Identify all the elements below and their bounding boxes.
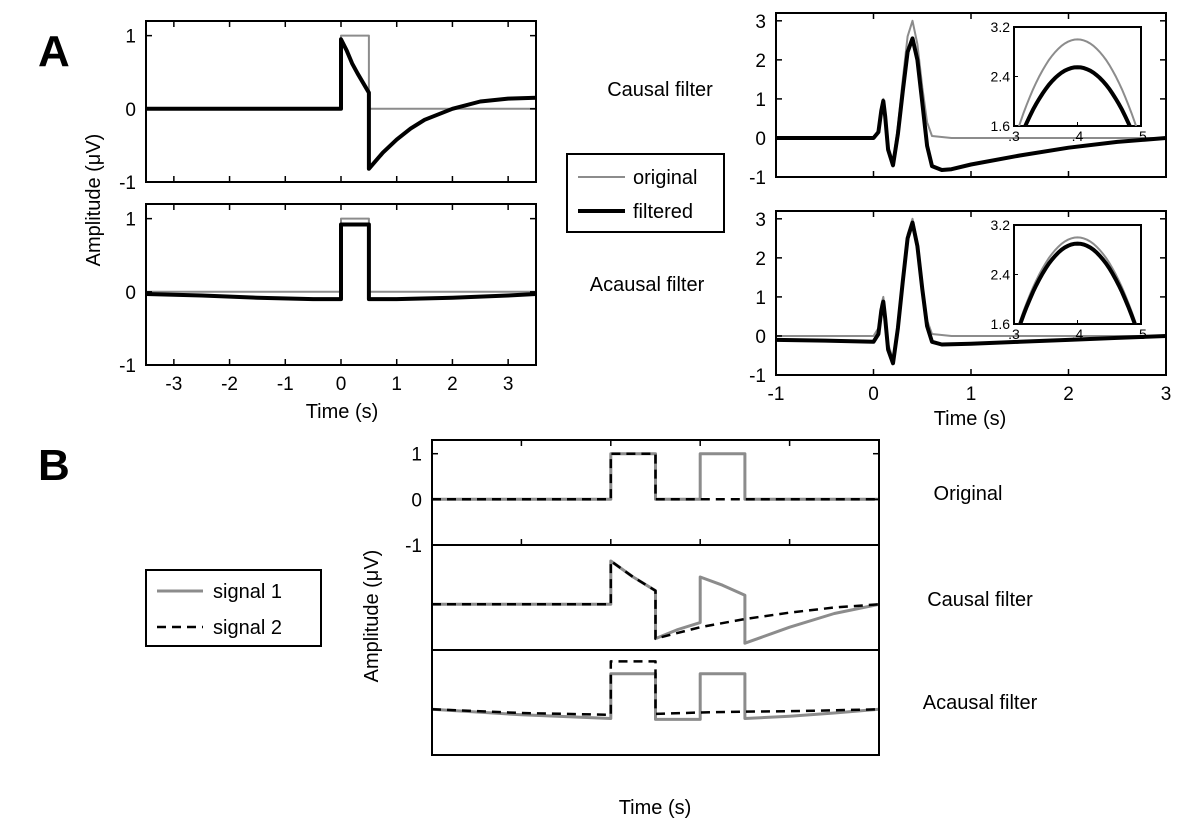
series-group: [776, 19, 1166, 172]
series-group: [776, 217, 1166, 366]
inset-x-tick-label: .3: [1008, 128, 1020, 144]
y-tick-label: 3: [755, 210, 766, 231]
inset-y-tick-label: 3.2: [991, 19, 1011, 35]
series-signal-1-line: [432, 672, 879, 721]
inset-x-tick-label: .4: [1072, 326, 1084, 342]
legend-box: [566, 153, 725, 233]
y-tick-label: -1: [119, 173, 136, 194]
x-tick-label: 3: [1161, 384, 1172, 405]
panel-a-legend: original filtered: [566, 153, 725, 233]
inset-x-tick-label: .5: [1135, 326, 1147, 342]
series-original-line: [146, 217, 536, 293]
y-tick-label: 2: [755, 51, 766, 72]
y-tick-label: 1: [755, 288, 766, 309]
y-tick-label: 0: [755, 129, 766, 150]
panel-b-xlabel: Time (s): [619, 797, 692, 819]
series-signal-2-line: [432, 660, 879, 717]
series-group: [146, 34, 536, 171]
y-tick-label: 1: [755, 90, 766, 111]
series-group: [432, 660, 879, 721]
inset-filtered-line: [1023, 65, 1132, 126]
y-tick-label: -1: [405, 536, 422, 557]
x-tick-label: 0: [868, 384, 879, 405]
y-tick-label: 1: [125, 27, 136, 48]
x-tick-label: -3: [165, 374, 182, 395]
series-group: [432, 452, 879, 501]
axes-b-acausal: [431, 649, 880, 756]
axes-b-causal: [431, 544, 880, 651]
y-tick-label: 0: [125, 100, 136, 121]
inset-a-causal-erp: 1.6 2.4 3.2 .3 .4 .5: [991, 19, 1148, 144]
inset-y-tick-label: 2.4: [991, 69, 1011, 85]
inset-frame: [1013, 224, 1142, 325]
y-tick-label: -1: [119, 356, 136, 377]
inset-x-tick-label: .3: [1008, 326, 1020, 342]
axes-frame: [431, 649, 880, 756]
series-group: [432, 559, 879, 645]
y-tick-label: 0: [411, 490, 422, 511]
x-tick-label: 2: [447, 374, 458, 395]
inset-series-group: [1018, 38, 1138, 126]
legend-label-signal2: signal 2: [213, 617, 282, 639]
x-tick-label: 0: [336, 374, 347, 395]
y-tick-label: 2: [755, 249, 766, 270]
series-filtered-line: [146, 222, 536, 302]
x-tick-label: 3: [503, 374, 514, 395]
y-tick-label: -1: [749, 366, 766, 387]
series-signal-2-line: [432, 559, 879, 640]
inset-filtered-line: [1018, 241, 1137, 324]
x-tick-label: 2: [1063, 384, 1074, 405]
inset-y-tick-label: 1.6: [991, 316, 1011, 332]
inset-y-tick-label: 2.4: [991, 267, 1011, 283]
axes-a-causal-erp: -1 0 1 2 3: [749, 12, 1167, 189]
panel-b-ylabel: Amplitude (μV): [361, 550, 383, 683]
panel-b-row-acausal: Acausal filter: [923, 692, 1038, 714]
inset-series-group: [1018, 236, 1138, 324]
y-tick-label: 3: [755, 12, 766, 33]
axes-a-acausal-erp: -1 0 1 2 3 -1 0 1 2 3: [749, 210, 1171, 405]
series-filtered-line: [776, 220, 1166, 366]
panel-a-right-xlabel: Time (s): [934, 408, 1007, 430]
panel-a-ylabel: Amplitude (μV): [83, 134, 105, 267]
y-tick-label: -1: [749, 168, 766, 189]
panel-b-label: B: [38, 441, 70, 490]
series-filtered-line: [776, 36, 1166, 172]
inset-y-tick-label: 3.2: [991, 217, 1011, 233]
y-tick-label: 0: [125, 283, 136, 304]
legend-label-original: original: [633, 167, 697, 189]
axes-a-acausal-step: -1 0 1 -3 -2 -1 0 1 2 3: [119, 203, 537, 395]
panel-a-row-causal: Causal filter: [607, 79, 713, 101]
x-tick-label: -1: [768, 384, 785, 405]
panel-b-row-original: Original: [934, 483, 1003, 505]
x-tick-label: 1: [391, 374, 402, 395]
panel-a-label: A: [38, 27, 70, 76]
inset-a-acausal-erp: 1.6 2.4 3.2 .3 .4 .5: [991, 217, 1148, 342]
inset-x-tick-label: .4: [1072, 128, 1084, 144]
y-tick-label: 1: [125, 210, 136, 231]
panel-a-row-acausal: Acausal filter: [590, 274, 705, 296]
axes-a-causal-step: -1 0 1: [119, 20, 537, 194]
x-tick-label: -2: [221, 374, 238, 395]
panel-b-row-causal: Causal filter: [927, 589, 1033, 611]
x-tick-label: 1: [966, 384, 977, 405]
y-tick-label: 0: [755, 327, 766, 348]
inset-x-tick-label: .5: [1135, 128, 1147, 144]
legend-label-signal1: signal 1: [213, 581, 282, 603]
series-filtered-line: [146, 37, 536, 171]
legend-label-filtered: filtered: [633, 201, 693, 223]
inset-y-tick-label: 1.6: [991, 118, 1011, 134]
axes-b-original: -1 0 1: [405, 439, 880, 557]
panel-a-left-xlabel: Time (s): [306, 401, 379, 423]
series-signal-2-line: [432, 452, 879, 501]
panel-b-legend: signal 1 signal 2: [145, 569, 322, 647]
y-tick-label: 1: [411, 445, 422, 466]
series-group: [146, 217, 536, 302]
plot-area: -101-101-3 -2 -1 0 1 2 3-101231.62.43.2.3.4.5-…: [119, 12, 1171, 756]
inset-original-line: [1018, 236, 1138, 324]
legend-box-b: [145, 569, 322, 647]
x-tick-label: -1: [277, 374, 294, 395]
inset-original-line: [1018, 38, 1138, 126]
